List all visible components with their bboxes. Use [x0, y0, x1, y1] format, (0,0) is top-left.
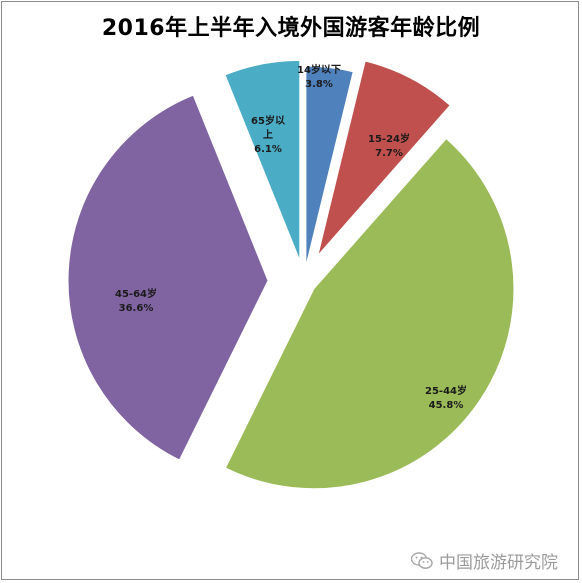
slice-name-1: 15-24岁 — [368, 134, 410, 145]
slice-value-0: 3.8% — [305, 79, 333, 90]
slice-label-1: 15-24岁 7.7% — [362, 133, 416, 161]
pie-slice-4 — [224, 59, 301, 261]
chart-title: 2016年上半年入境外国游客年龄比例 — [101, 16, 481, 41]
slice-value-4: 6.1% — [254, 144, 282, 155]
slice-value-3: 36.6% — [118, 303, 154, 314]
slice-value-2: 45.8% — [428, 400, 464, 411]
slice-name-2: 25-44岁 — [425, 386, 467, 397]
watermark-text: 中国旅游研究院 — [439, 553, 558, 573]
slice-label-4: 65岁以上 6.1% — [250, 115, 286, 157]
slice-name-0: 14岁以下 — [297, 65, 341, 76]
pie-slice-1 — [317, 60, 451, 256]
slice-name-4: 65岁以上 — [251, 116, 285, 141]
pie-slice-0 — [305, 65, 354, 267]
pie-slice-2 — [224, 137, 515, 490]
slice-name-3: 45-64岁 — [115, 289, 157, 300]
slice-label-2: 25-44岁 45.8% — [418, 385, 474, 413]
slice-label-0: 14岁以下 3.8% — [294, 64, 344, 92]
wechat-icon — [411, 551, 433, 569]
slice-value-1: 7.7% — [375, 148, 403, 159]
watermark: 中国旅游研究院 — [411, 548, 558, 573]
slice-label-3: 45-64岁 36.6% — [108, 288, 164, 316]
pie-slice-3 — [67, 94, 269, 461]
